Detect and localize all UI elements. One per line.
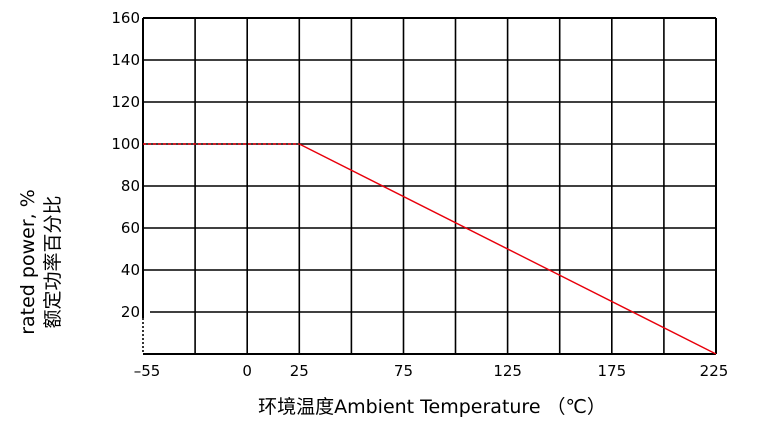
x-axis-ticks: –55 0 25 75 125 175 225 [134,362,729,380]
x-tick-label: 175 [597,362,626,380]
x-tick-label: 25 [290,362,309,380]
y-axis-label: rated power, % 额定功率百分比 [17,189,64,335]
x-tick-label: 125 [493,362,522,380]
y-tick-label: 20 [121,303,140,321]
x-tick-label: 0 [242,362,252,380]
x-axis-label: 环境温度Ambient Temperature （℃） [258,396,606,418]
x-tick-label: –55 [134,362,161,380]
y-tick-label: 100 [111,135,140,153]
y-tick-label: 140 [111,51,140,69]
y-tick-label: 120 [111,93,140,111]
y-tick-label: 80 [121,177,140,195]
y-tick-label: 160 [111,9,140,27]
y-tick-label: 60 [121,219,140,237]
y-tick-label: 40 [121,261,140,279]
chart-series [143,144,716,354]
y-axis-label-line-2: 额定功率百分比 [42,195,64,328]
x-tick-label: 225 [700,362,729,380]
y-axis-label-line-1: rated power, % [17,189,39,335]
chart-grid [143,18,716,354]
x-tick-label: 75 [394,362,413,380]
y-axis-ticks: 20 40 60 80 100 120 140 160 [111,9,140,321]
